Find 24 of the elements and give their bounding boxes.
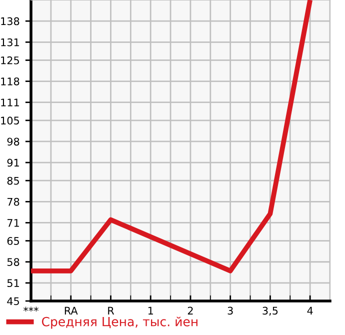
y-tick-label: 58 bbox=[7, 258, 20, 266]
y-tick-label: 105 bbox=[1, 116, 19, 125]
y-tick-label: 125 bbox=[1, 56, 19, 64]
legend-label: Средняя Цена, тыс. йен bbox=[42, 316, 198, 329]
y-tick-label: 98 bbox=[7, 138, 20, 146]
x-tick-label: *** bbox=[24, 306, 38, 312]
y-tick-label: 51 bbox=[7, 279, 19, 288]
y-tick-label: 45 bbox=[7, 297, 19, 306]
x-tick-label: RA bbox=[64, 306, 78, 314]
y-tick-label: 111 bbox=[1, 98, 19, 106]
y-tick-label: 71 bbox=[7, 219, 19, 227]
y-tick-label: 131 bbox=[1, 38, 19, 46]
x-tick-label: 3 bbox=[228, 306, 233, 315]
y-tick-label: 138 bbox=[1, 17, 20, 26]
x-tick-label: R bbox=[108, 306, 114, 314]
y-tick-label: 85 bbox=[7, 176, 19, 185]
y-tick-label: 91 bbox=[7, 158, 19, 167]
x-tick-label: 4 bbox=[307, 306, 313, 314]
x-tick-label: 3,5 bbox=[262, 306, 278, 316]
y-tick-label: 65 bbox=[7, 237, 19, 245]
x-tick-label: 1 bbox=[148, 306, 153, 314]
y-tick-label: 118 bbox=[1, 77, 20, 86]
y-tick-label: 78 bbox=[7, 198, 20, 206]
x-tick-label: 2 bbox=[188, 306, 193, 314]
